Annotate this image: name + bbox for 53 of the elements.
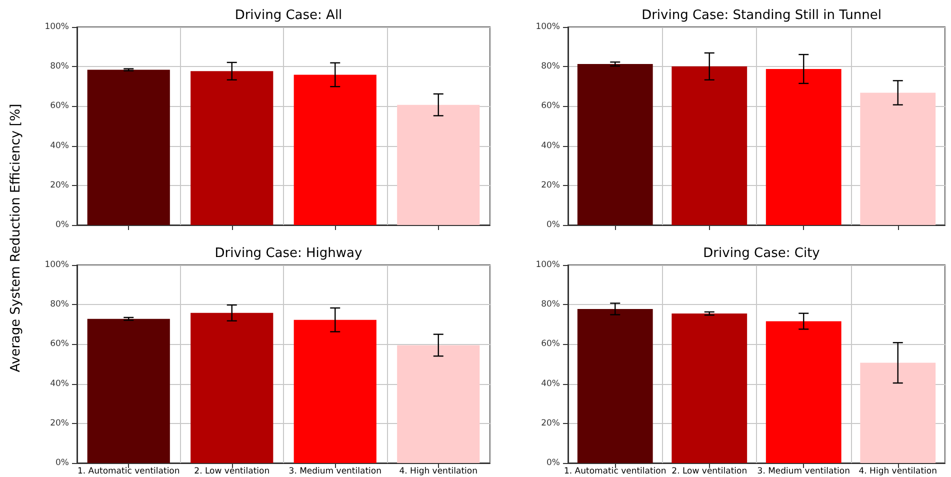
y-tick-label: 100%: [44, 22, 69, 32]
y-tick-label: 40%: [541, 378, 560, 389]
y-tick-label: 40%: [541, 140, 560, 151]
y-tick-label: 60%: [541, 339, 560, 350]
bar: [672, 66, 748, 225]
chart-title: Driving Case: All: [234, 8, 342, 23]
y-tick-label: 0%: [546, 220, 560, 230]
y-tick-label: 0%: [56, 220, 69, 230]
y-tick-label: 60%: [541, 101, 560, 112]
y-tick-label: 80%: [50, 62, 69, 72]
y-tick-label: 20%: [50, 180, 69, 190]
bar: [577, 64, 653, 225]
bar: [294, 320, 376, 463]
y-tick-label: 20%: [541, 180, 560, 190]
bar: [577, 308, 653, 463]
y-tick-label: 0%: [546, 458, 560, 468]
y-tick-label: 40%: [50, 140, 69, 151]
chart-title: Driving Case: Standing Still in Tunnel: [642, 8, 882, 23]
bar: [397, 345, 480, 463]
bar: [397, 104, 480, 225]
x-tick-label: 4. High ventilation: [399, 466, 478, 476]
bar: [294, 74, 376, 225]
x-tick-label: 3. Medium ventilation: [757, 466, 850, 476]
y-tick-label: 20%: [541, 418, 560, 428]
bar: [190, 312, 274, 463]
x-tick-label: 1. Automatic ventilation: [77, 466, 180, 476]
y-tick-label: 40%: [50, 378, 69, 389]
x-tick-label: 3. Medium ventilation: [288, 466, 382, 476]
y-axis-title: Average System Reduction Efficiency [%]: [8, 104, 24, 372]
bar: [766, 321, 842, 463]
y-tick-label: 100%: [44, 260, 69, 270]
y-tick-label: 60%: [50, 339, 69, 350]
y-tick-label: 20%: [50, 418, 69, 428]
x-tick-label: 1. Automatic ventilation: [564, 466, 666, 476]
y-tick-label: 100%: [536, 22, 560, 32]
bar: [672, 314, 748, 463]
x-tick-label: 2. Low ventilation: [672, 466, 748, 476]
bar: [87, 70, 170, 225]
bar: [87, 318, 170, 463]
x-tick-label: 2. Low ventilation: [194, 466, 270, 476]
y-tick-label: 80%: [541, 300, 560, 310]
y-tick-label: 60%: [50, 101, 69, 112]
x-tick-label: 4. High ventilation: [858, 466, 937, 476]
chart-title: Driving Case: City: [703, 246, 820, 261]
bar: [860, 92, 936, 225]
y-tick-label: 0%: [56, 458, 69, 468]
y-tick-label: 100%: [536, 260, 560, 270]
bar: [766, 68, 842, 225]
y-tick-label: 80%: [541, 62, 560, 72]
y-tick-label: 80%: [50, 300, 69, 310]
chart-title: Driving Case: Highway: [214, 246, 362, 261]
bar: [190, 71, 274, 225]
bar: [860, 362, 936, 463]
